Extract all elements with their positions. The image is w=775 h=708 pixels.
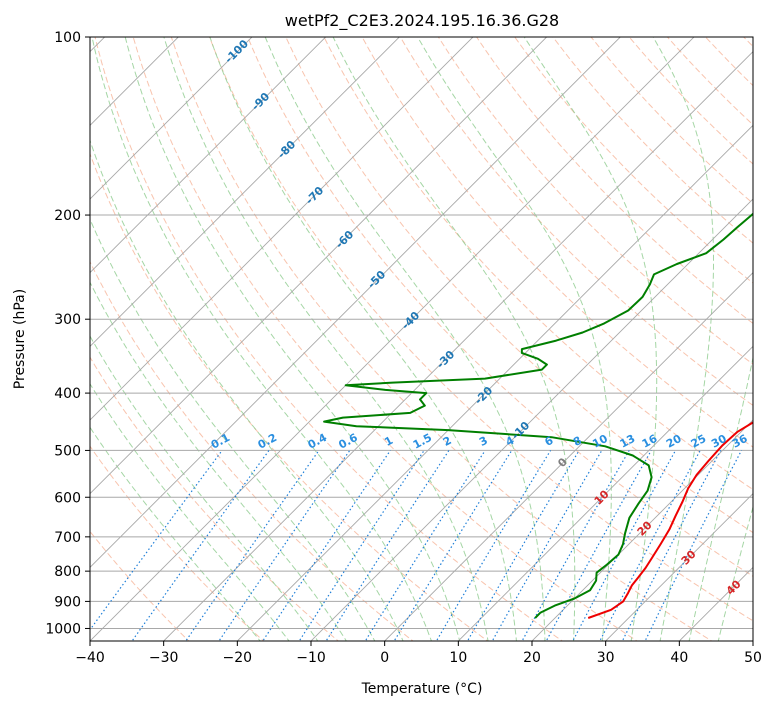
y-tick-label: 300 [54,312,81,328]
dry-adiabat-line [285,37,753,534]
isotherm-line [384,272,753,641]
y-axis-label: Pressure (hPa) [12,289,28,389]
temperature-line [587,421,753,619]
background-lines [90,37,753,641]
y-tick-label: 100 [54,30,81,46]
isotherm-line [457,345,753,641]
dry-adiabat-line [208,37,753,622]
y-tick-label: 900 [54,594,81,610]
x-tick-label: −30 [149,650,179,666]
mixing-ratio-line [435,450,552,641]
y-tick-label: 800 [54,564,81,580]
mixing-ratio-line [325,450,450,641]
y-tick-label: 400 [54,386,81,402]
dry-adiabat-line [323,37,753,491]
mixing-ratio-label: 10 [590,432,610,451]
mixing-ratio-lines [90,450,743,641]
mixing-ratio-line [298,450,425,641]
moist-adiabat-line [90,382,290,641]
x-tick-label: −40 [75,650,105,666]
mixing-ratio-line [621,450,722,641]
mixing-ratio-line [466,450,580,641]
isotherm-line [236,124,753,641]
dewpoint-line [323,212,753,619]
y-tick-label: 500 [54,443,81,459]
isotherm-line [90,37,400,347]
dry-adiabat-line [399,37,753,407]
x-tick-label: 40 [670,650,688,666]
isotherm-line [90,37,474,421]
dry-adiabat-line [90,152,489,641]
isotherm-line [90,37,327,274]
x-tick-label: 30 [597,650,615,666]
y-tick-label: 600 [54,490,81,506]
moist-adiabat-line [264,37,546,641]
isotherm-line [90,37,548,495]
x-tick-label: 20 [523,650,541,666]
x-axis-label: Temperature (°C) [361,681,483,697]
mixing-ratio-label: 25 [689,432,709,451]
plot-area [90,37,753,641]
x-axis-ticks: −40 −30 −20 −10 0 10 20 30 40 50 [75,641,762,666]
moist-adiabat-line [124,37,461,641]
x-tick-label: 50 [744,650,762,666]
mixing-ratio-label: 36 [730,432,750,451]
isotherm-line [163,51,753,641]
plot-frame [89,36,754,642]
mixing-ratio-label: 13 [618,432,638,451]
mixing-ratio-line [185,450,320,641]
isobars [90,37,753,629]
mixing-ratio-line [262,450,391,641]
isotherm-line [90,37,253,200]
mixing-ratio-line [364,450,486,641]
isotherm-line [90,37,621,568]
mixing-ratio-label: 20 [664,432,684,451]
moist-adiabat-line [90,335,319,641]
moist-adiabat-line [163,37,489,641]
x-tick-label: 0 [380,650,389,666]
isotherm-line [605,493,753,641]
isotherm-line [531,419,753,641]
dry-adiabat-line [247,37,753,577]
chart-title: wetPf2_C2E3.2024.195.16.36.G28 [285,11,559,31]
x-tick-label: −20 [223,650,253,666]
isotherms [90,37,753,641]
dry-adiabat-line [437,37,753,365]
mixing-ratio-line [218,450,351,641]
mixing-ratio-line [90,450,223,631]
mixing-ratio-label: 16 [640,432,660,451]
mixing-ratio-label: 30 [709,432,729,451]
moist-adiabat-line [332,37,576,641]
x-tick-label: 10 [449,650,467,666]
y-axis-ticks: 100 200 300 400 500 600 700 800 900 1000 [45,30,90,637]
y-tick-label: 1000 [45,621,81,637]
isotherm-line [310,198,753,641]
mixing-ratio-line [572,450,677,641]
mixing-ratio-line [599,450,701,641]
profile-lines [323,212,753,619]
y-tick-label: 200 [54,208,81,224]
isotherm-line [90,37,695,641]
y-tick-label: 700 [54,530,81,546]
mixing-ratio-line [393,450,513,641]
x-tick-label: −10 [296,650,326,666]
moist-adiabat-line [523,37,658,641]
mixing-ratio-line [131,450,270,641]
